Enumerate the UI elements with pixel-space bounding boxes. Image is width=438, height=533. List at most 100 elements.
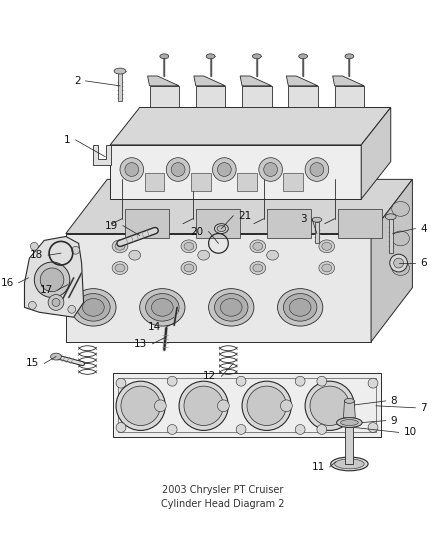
Ellipse shape bbox=[319, 240, 335, 253]
Polygon shape bbox=[240, 76, 272, 86]
Ellipse shape bbox=[114, 68, 126, 74]
Polygon shape bbox=[237, 173, 257, 191]
Polygon shape bbox=[118, 73, 122, 101]
Circle shape bbox=[116, 381, 165, 431]
Circle shape bbox=[34, 262, 70, 297]
Circle shape bbox=[52, 298, 60, 306]
Text: 14: 14 bbox=[148, 322, 161, 332]
Circle shape bbox=[155, 400, 166, 411]
Polygon shape bbox=[191, 173, 211, 191]
Text: 15: 15 bbox=[26, 359, 39, 368]
Circle shape bbox=[72, 246, 80, 254]
Ellipse shape bbox=[77, 294, 110, 321]
Circle shape bbox=[120, 158, 144, 181]
Circle shape bbox=[167, 424, 177, 434]
Polygon shape bbox=[194, 76, 225, 86]
Circle shape bbox=[125, 163, 139, 176]
Circle shape bbox=[280, 400, 292, 411]
Circle shape bbox=[116, 423, 126, 432]
Ellipse shape bbox=[217, 225, 226, 231]
Ellipse shape bbox=[71, 289, 116, 326]
Circle shape bbox=[368, 378, 378, 388]
Circle shape bbox=[121, 386, 160, 425]
Text: 2: 2 bbox=[74, 76, 81, 86]
Polygon shape bbox=[371, 180, 413, 342]
Polygon shape bbox=[93, 145, 111, 165]
Circle shape bbox=[368, 423, 378, 432]
Ellipse shape bbox=[331, 457, 368, 471]
Ellipse shape bbox=[115, 264, 125, 272]
Polygon shape bbox=[332, 76, 364, 86]
Polygon shape bbox=[196, 86, 225, 108]
Ellipse shape bbox=[253, 243, 263, 251]
Ellipse shape bbox=[283, 294, 317, 321]
Polygon shape bbox=[110, 108, 391, 145]
Circle shape bbox=[236, 376, 246, 386]
Ellipse shape bbox=[115, 243, 125, 251]
Ellipse shape bbox=[50, 353, 61, 360]
Ellipse shape bbox=[112, 262, 128, 274]
Circle shape bbox=[166, 158, 190, 181]
Ellipse shape bbox=[322, 243, 332, 251]
Ellipse shape bbox=[278, 289, 323, 326]
Polygon shape bbox=[288, 86, 318, 108]
Text: 11: 11 bbox=[311, 462, 325, 472]
Circle shape bbox=[305, 158, 328, 181]
Ellipse shape bbox=[392, 201, 410, 216]
Circle shape bbox=[212, 158, 236, 181]
Circle shape bbox=[394, 258, 403, 268]
Polygon shape bbox=[361, 108, 391, 199]
Ellipse shape bbox=[83, 298, 104, 316]
Text: 7: 7 bbox=[420, 403, 427, 413]
Text: 12: 12 bbox=[203, 372, 216, 381]
Circle shape bbox=[167, 376, 177, 386]
Circle shape bbox=[247, 386, 286, 425]
Text: 9: 9 bbox=[391, 416, 397, 425]
Ellipse shape bbox=[319, 262, 335, 274]
Ellipse shape bbox=[385, 214, 396, 220]
Circle shape bbox=[40, 268, 64, 292]
Ellipse shape bbox=[340, 419, 358, 425]
Ellipse shape bbox=[160, 54, 169, 59]
Circle shape bbox=[390, 254, 407, 272]
Polygon shape bbox=[389, 219, 393, 253]
Ellipse shape bbox=[250, 240, 266, 253]
Polygon shape bbox=[267, 209, 311, 238]
Circle shape bbox=[68, 305, 76, 313]
Circle shape bbox=[264, 163, 278, 176]
Text: 4: 4 bbox=[420, 224, 427, 233]
Ellipse shape bbox=[392, 231, 410, 246]
Polygon shape bbox=[148, 76, 179, 86]
Ellipse shape bbox=[208, 289, 254, 326]
Polygon shape bbox=[346, 423, 353, 464]
Polygon shape bbox=[66, 233, 371, 342]
Text: 18: 18 bbox=[30, 250, 43, 260]
Ellipse shape bbox=[140, 289, 185, 326]
Text: 10: 10 bbox=[403, 427, 417, 438]
Ellipse shape bbox=[345, 54, 354, 59]
Ellipse shape bbox=[299, 54, 307, 59]
Polygon shape bbox=[125, 209, 169, 238]
Polygon shape bbox=[286, 76, 318, 86]
Text: 8: 8 bbox=[391, 396, 397, 406]
Polygon shape bbox=[242, 86, 272, 108]
Polygon shape bbox=[196, 209, 240, 238]
Circle shape bbox=[179, 381, 228, 431]
Ellipse shape bbox=[129, 251, 141, 260]
Circle shape bbox=[48, 295, 64, 310]
Text: 6: 6 bbox=[420, 258, 427, 268]
Ellipse shape bbox=[312, 217, 322, 222]
Polygon shape bbox=[110, 145, 361, 199]
Text: 13: 13 bbox=[134, 339, 148, 349]
Circle shape bbox=[116, 378, 126, 388]
Ellipse shape bbox=[215, 224, 228, 233]
Text: 3: 3 bbox=[300, 214, 307, 224]
Circle shape bbox=[317, 376, 327, 386]
Polygon shape bbox=[145, 173, 164, 191]
Ellipse shape bbox=[112, 240, 128, 253]
Circle shape bbox=[217, 163, 231, 176]
Ellipse shape bbox=[335, 459, 364, 469]
Text: 16: 16 bbox=[0, 278, 14, 288]
Circle shape bbox=[242, 381, 291, 431]
Ellipse shape bbox=[267, 251, 279, 260]
